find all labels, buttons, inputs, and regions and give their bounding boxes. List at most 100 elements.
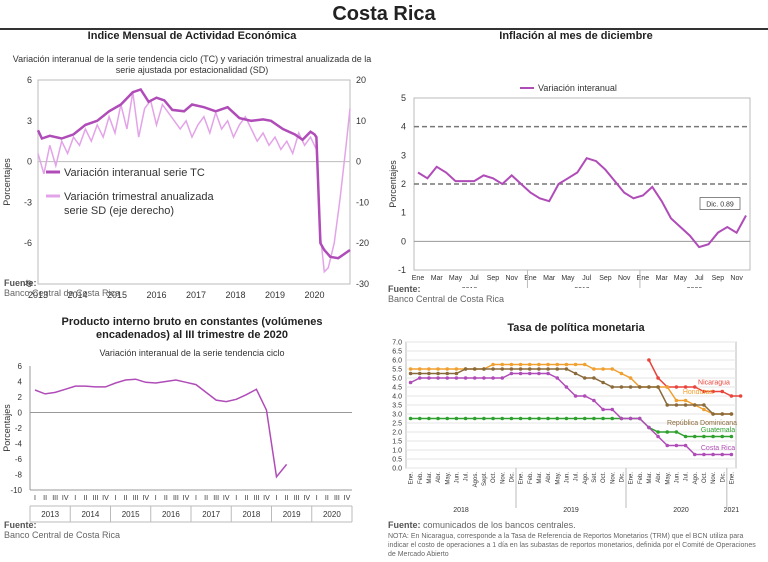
tpm-source: Fuente: comunicados de los bancos centra… bbox=[388, 520, 576, 530]
pib-quarter-label: IV bbox=[303, 495, 310, 502]
tpm-series-rep-blica-dominicana-point bbox=[729, 412, 734, 416]
pib-year-label: 2018 bbox=[242, 510, 260, 519]
tpm-series-rep-blica-dominicana-point bbox=[436, 371, 440, 376]
pib-ytick-label: -8 bbox=[15, 471, 23, 480]
tpm-series-costa-rica-point bbox=[601, 407, 605, 412]
tpm-month-label: Dic. bbox=[509, 472, 515, 483]
tpm-series-honduras-point bbox=[527, 362, 532, 367]
pib-quarter-label: I bbox=[115, 495, 117, 502]
tpm-series-guatemala-point bbox=[665, 430, 670, 434]
tpm-series-guatemala-point bbox=[546, 416, 550, 421]
pib-quarter-label: III bbox=[173, 495, 179, 502]
tpm-series-costa-rica-point bbox=[463, 376, 468, 380]
tpm-series-rep-blica-dominicana-point bbox=[527, 367, 532, 371]
imae-panel: Indice Mensual de Actividad Económica Va… bbox=[0, 28, 384, 310]
inflacion-month-label: Ene bbox=[412, 275, 425, 282]
pib-quarter-label: III bbox=[213, 495, 219, 502]
pib-quarter-label: I bbox=[34, 495, 36, 502]
pib-year-label: 2016 bbox=[162, 510, 180, 519]
tpm-series-rep-blica-dominicana-point bbox=[637, 385, 642, 389]
pib-quarter-label: I bbox=[195, 495, 197, 502]
tpm-year-label: 2018 bbox=[453, 507, 469, 514]
tpm-month-label: Agos. bbox=[473, 472, 479, 488]
tpm-series-rep-blica-dominicana-point bbox=[619, 385, 624, 389]
tpm-series-costa-rica-point bbox=[472, 376, 477, 380]
tpm-series-rep-blica-dominicana-point bbox=[692, 403, 697, 407]
tpm-series-costa-rica-point bbox=[647, 425, 651, 430]
inflacion-year-label: 2020 bbox=[687, 287, 703, 288]
imae-y2tick-label: 0 bbox=[356, 157, 361, 167]
tpm-ytick-label: 5.0 bbox=[392, 376, 402, 383]
tpm-series-honduras-point bbox=[509, 362, 514, 367]
tpm-month-label: Feb. bbox=[418, 472, 424, 484]
imae-y2tick-label: 10 bbox=[356, 116, 366, 126]
imae-y2tick-label: -20 bbox=[356, 238, 369, 248]
tpm-month-label: Mar. bbox=[427, 472, 433, 484]
tpm-series-label: República Dominicana bbox=[667, 420, 737, 427]
inflacion-panel: Inflación al mes de diciembre 5 4 3 2 1 0 -1 Po… bbox=[384, 28, 768, 310]
pib-quarter-label: III bbox=[52, 495, 58, 502]
tpm-month-label: Ago. bbox=[693, 472, 699, 485]
imae-ytick-label: 3 bbox=[27, 116, 32, 126]
tpm-series-costa-rica-point bbox=[692, 452, 697, 457]
tpm-series-honduras-point bbox=[674, 398, 679, 403]
tpm-month-label: Mar. bbox=[647, 472, 653, 484]
inflacion-source-label: Fuente: bbox=[388, 284, 421, 294]
imae-source: Fuente: Banco Central de Costa Rica bbox=[4, 278, 120, 298]
tpm-series-rep-blica-dominicana-point bbox=[628, 385, 633, 389]
tpm-ytick-label: 6.5 bbox=[392, 349, 402, 356]
inflacion-month-label: Mar bbox=[656, 275, 669, 282]
tpm-series-guatemala-point bbox=[463, 416, 468, 421]
imae-ytick-label: -6 bbox=[24, 238, 32, 248]
tpm-series-nicaragua-point bbox=[683, 385, 688, 389]
tpm-ytick-label: 2.0 bbox=[392, 430, 402, 437]
pib-quarter-label: IV bbox=[183, 495, 190, 502]
imae-xtick-label: 2020 bbox=[304, 290, 324, 300]
tpm-series-costa-rica-point bbox=[445, 376, 450, 380]
tpm-series-guatemala-point bbox=[445, 416, 450, 421]
tpm-series-rep-blica-dominicana-point bbox=[610, 385, 615, 389]
tpm-ytick-label: 2.5 bbox=[392, 421, 402, 428]
pib-quarter-label: IV bbox=[344, 495, 351, 502]
tpm-series-honduras-point bbox=[445, 367, 450, 371]
tpm-month-label: Ago. bbox=[583, 472, 589, 485]
tpm-series-costa-rica-point bbox=[702, 452, 706, 457]
pib-quarter-label: II bbox=[43, 495, 47, 502]
inflacion-month-label: Nov bbox=[505, 275, 518, 282]
tpm-series-rep-blica-dominicana-point bbox=[683, 403, 688, 407]
pib-quarter-label: I bbox=[276, 495, 278, 502]
tpm-series-costa-rica-point bbox=[518, 371, 523, 376]
inflacion-month-label: Mar bbox=[431, 275, 444, 282]
pib-year-label: 2013 bbox=[41, 510, 59, 519]
tpm-series-nicaragua-point bbox=[711, 389, 715, 394]
inflacion-month-label: Mar bbox=[543, 275, 556, 282]
pib-quarter-label: II bbox=[124, 495, 128, 502]
tpm-series-costa-rica-point bbox=[564, 385, 569, 389]
tpm-series-rep-blica-dominicana-point bbox=[518, 367, 523, 371]
pib-ytick-label: -10 bbox=[10, 486, 22, 495]
tpm-series-honduras-point bbox=[491, 362, 495, 367]
inflacion-month-label: May bbox=[449, 275, 463, 282]
tpm-series-honduras-point bbox=[408, 367, 413, 371]
tpm-series-guatemala-point bbox=[582, 416, 587, 421]
tpm-series-rep-blica-dominicana-point bbox=[427, 371, 431, 376]
tpm-series-costa-rica-point bbox=[637, 416, 642, 421]
tpm-series-guatemala-point bbox=[436, 416, 440, 421]
tpm-series-costa-rica-point bbox=[454, 376, 459, 380]
tpm-month-label: Jul. bbox=[574, 472, 580, 482]
tpm-series-rep-blica-dominicana-point bbox=[408, 371, 413, 376]
inflacion-series-line bbox=[417, 157, 747, 249]
pib-quarter-label: II bbox=[164, 495, 168, 502]
inflacion-month-label: Nov bbox=[730, 275, 743, 282]
tpm-series-label: Guatemala bbox=[701, 427, 735, 434]
tpm-ytick-label: 3.5 bbox=[392, 403, 402, 410]
tpm-month-label: Set. bbox=[592, 472, 598, 483]
tpm-series-guatemala-point bbox=[601, 416, 605, 421]
pib-quarter-label: III bbox=[92, 495, 98, 502]
pib-quarter-label: II bbox=[244, 495, 248, 502]
tpm-series-rep-blica-dominicana-point bbox=[463, 367, 468, 371]
tpm-month-label: Dic. bbox=[720, 472, 726, 483]
tpm-series-honduras-point bbox=[537, 362, 541, 367]
inflacion-month-label: Nov bbox=[618, 275, 631, 282]
tpm-series-rep-blica-dominicana-point bbox=[546, 367, 550, 371]
